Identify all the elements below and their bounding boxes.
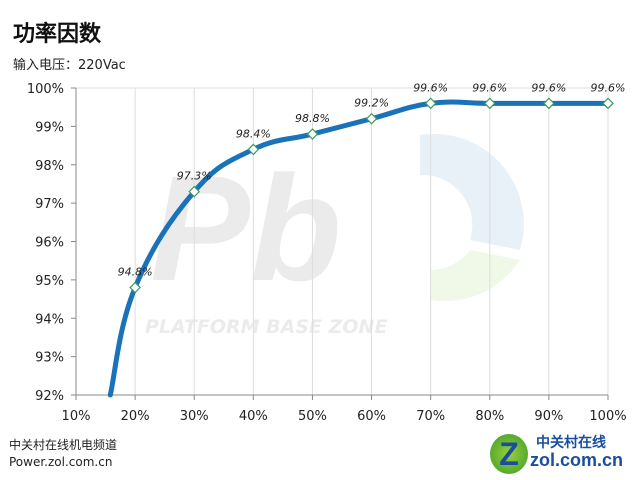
data-point-marker [365, 112, 378, 125]
data-point-marker [602, 97, 614, 110]
data-label: 99.2% [354, 97, 389, 110]
watermark-text: PLATFORM BASE ZONE [145, 316, 387, 338]
data-point-marker [483, 97, 496, 110]
footer-url[interactable]: Power.zol.com.cn [9, 455, 113, 469]
logo-text-en: zol.com.cn [530, 450, 624, 470]
y-tick-label: 93% [35, 351, 64, 366]
watermark-arc-green [430, 250, 520, 302]
x-tick-label: 80% [475, 409, 504, 424]
data-label: 98.4% [236, 127, 271, 140]
x-tick-label: 40% [239, 409, 268, 424]
y-tick-label: 98% [35, 159, 64, 174]
data-point-marker [543, 97, 555, 110]
x-tick-label: 70% [416, 409, 445, 424]
watermark: Pb PLATFORM BASE ZONE [145, 133, 524, 338]
data-label: 99.6% [591, 81, 626, 94]
x-tick-label: 50% [298, 409, 327, 424]
data-label: 94.8% [118, 266, 153, 279]
data-point-marker [247, 143, 260, 156]
zol-logo: Z 中关村在线 zol.com.cn [490, 430, 630, 476]
watermark-logo-letters: Pb [150, 144, 342, 312]
y-tick-label: 95% [35, 274, 64, 289]
watermark-arc-blue [420, 133, 524, 250]
markers [129, 97, 614, 294]
x-tick-label: 10% [62, 409, 91, 424]
y-tick-label: 97% [35, 197, 64, 212]
y-tick-label: 92% [35, 389, 64, 404]
x-tick-label: 60% [357, 409, 386, 424]
footer-channel: 中关村在线机电频道 [9, 438, 118, 452]
y-tick-label: 100% [27, 82, 64, 97]
logo-mark: Z [490, 434, 528, 474]
data-label: 99.6% [472, 81, 507, 94]
x-tick-label: 20% [121, 409, 150, 424]
data-point-marker [188, 185, 201, 198]
data-label: 99.6% [531, 81, 566, 94]
data-point-marker [424, 97, 437, 110]
chart-subtitle: 输入电压：220Vac [13, 58, 126, 73]
data-point-marker [306, 128, 319, 140]
y-tick-label: 99% [35, 120, 64, 135]
y-tick-label: 94% [35, 312, 64, 327]
x-tick-label: 100% [589, 409, 626, 424]
data-label: 98.8% [295, 112, 330, 125]
data-labels: 94.8% 97.3% 98.4% 98.8% 99.2% 99.6% 99.6% 99.6%… [118, 81, 626, 278]
data-label: 99.6% [413, 81, 448, 94]
x-tick-label: 90% [534, 409, 563, 424]
data-label: 97.3% [177, 170, 212, 183]
axes: 10% 20% 30% 40% 50% 60% 70% 80% 90% 100% 92% 93% 94%… [27, 82, 627, 424]
y-tick-label: 96% [35, 236, 64, 251]
x-tick-label: 30% [180, 409, 209, 424]
grid [76, 87, 609, 395]
chart-title: 功率因数 [13, 22, 102, 47]
logo-text-cn: 中关村在线 [536, 435, 606, 451]
data-point-marker [129, 281, 141, 294]
